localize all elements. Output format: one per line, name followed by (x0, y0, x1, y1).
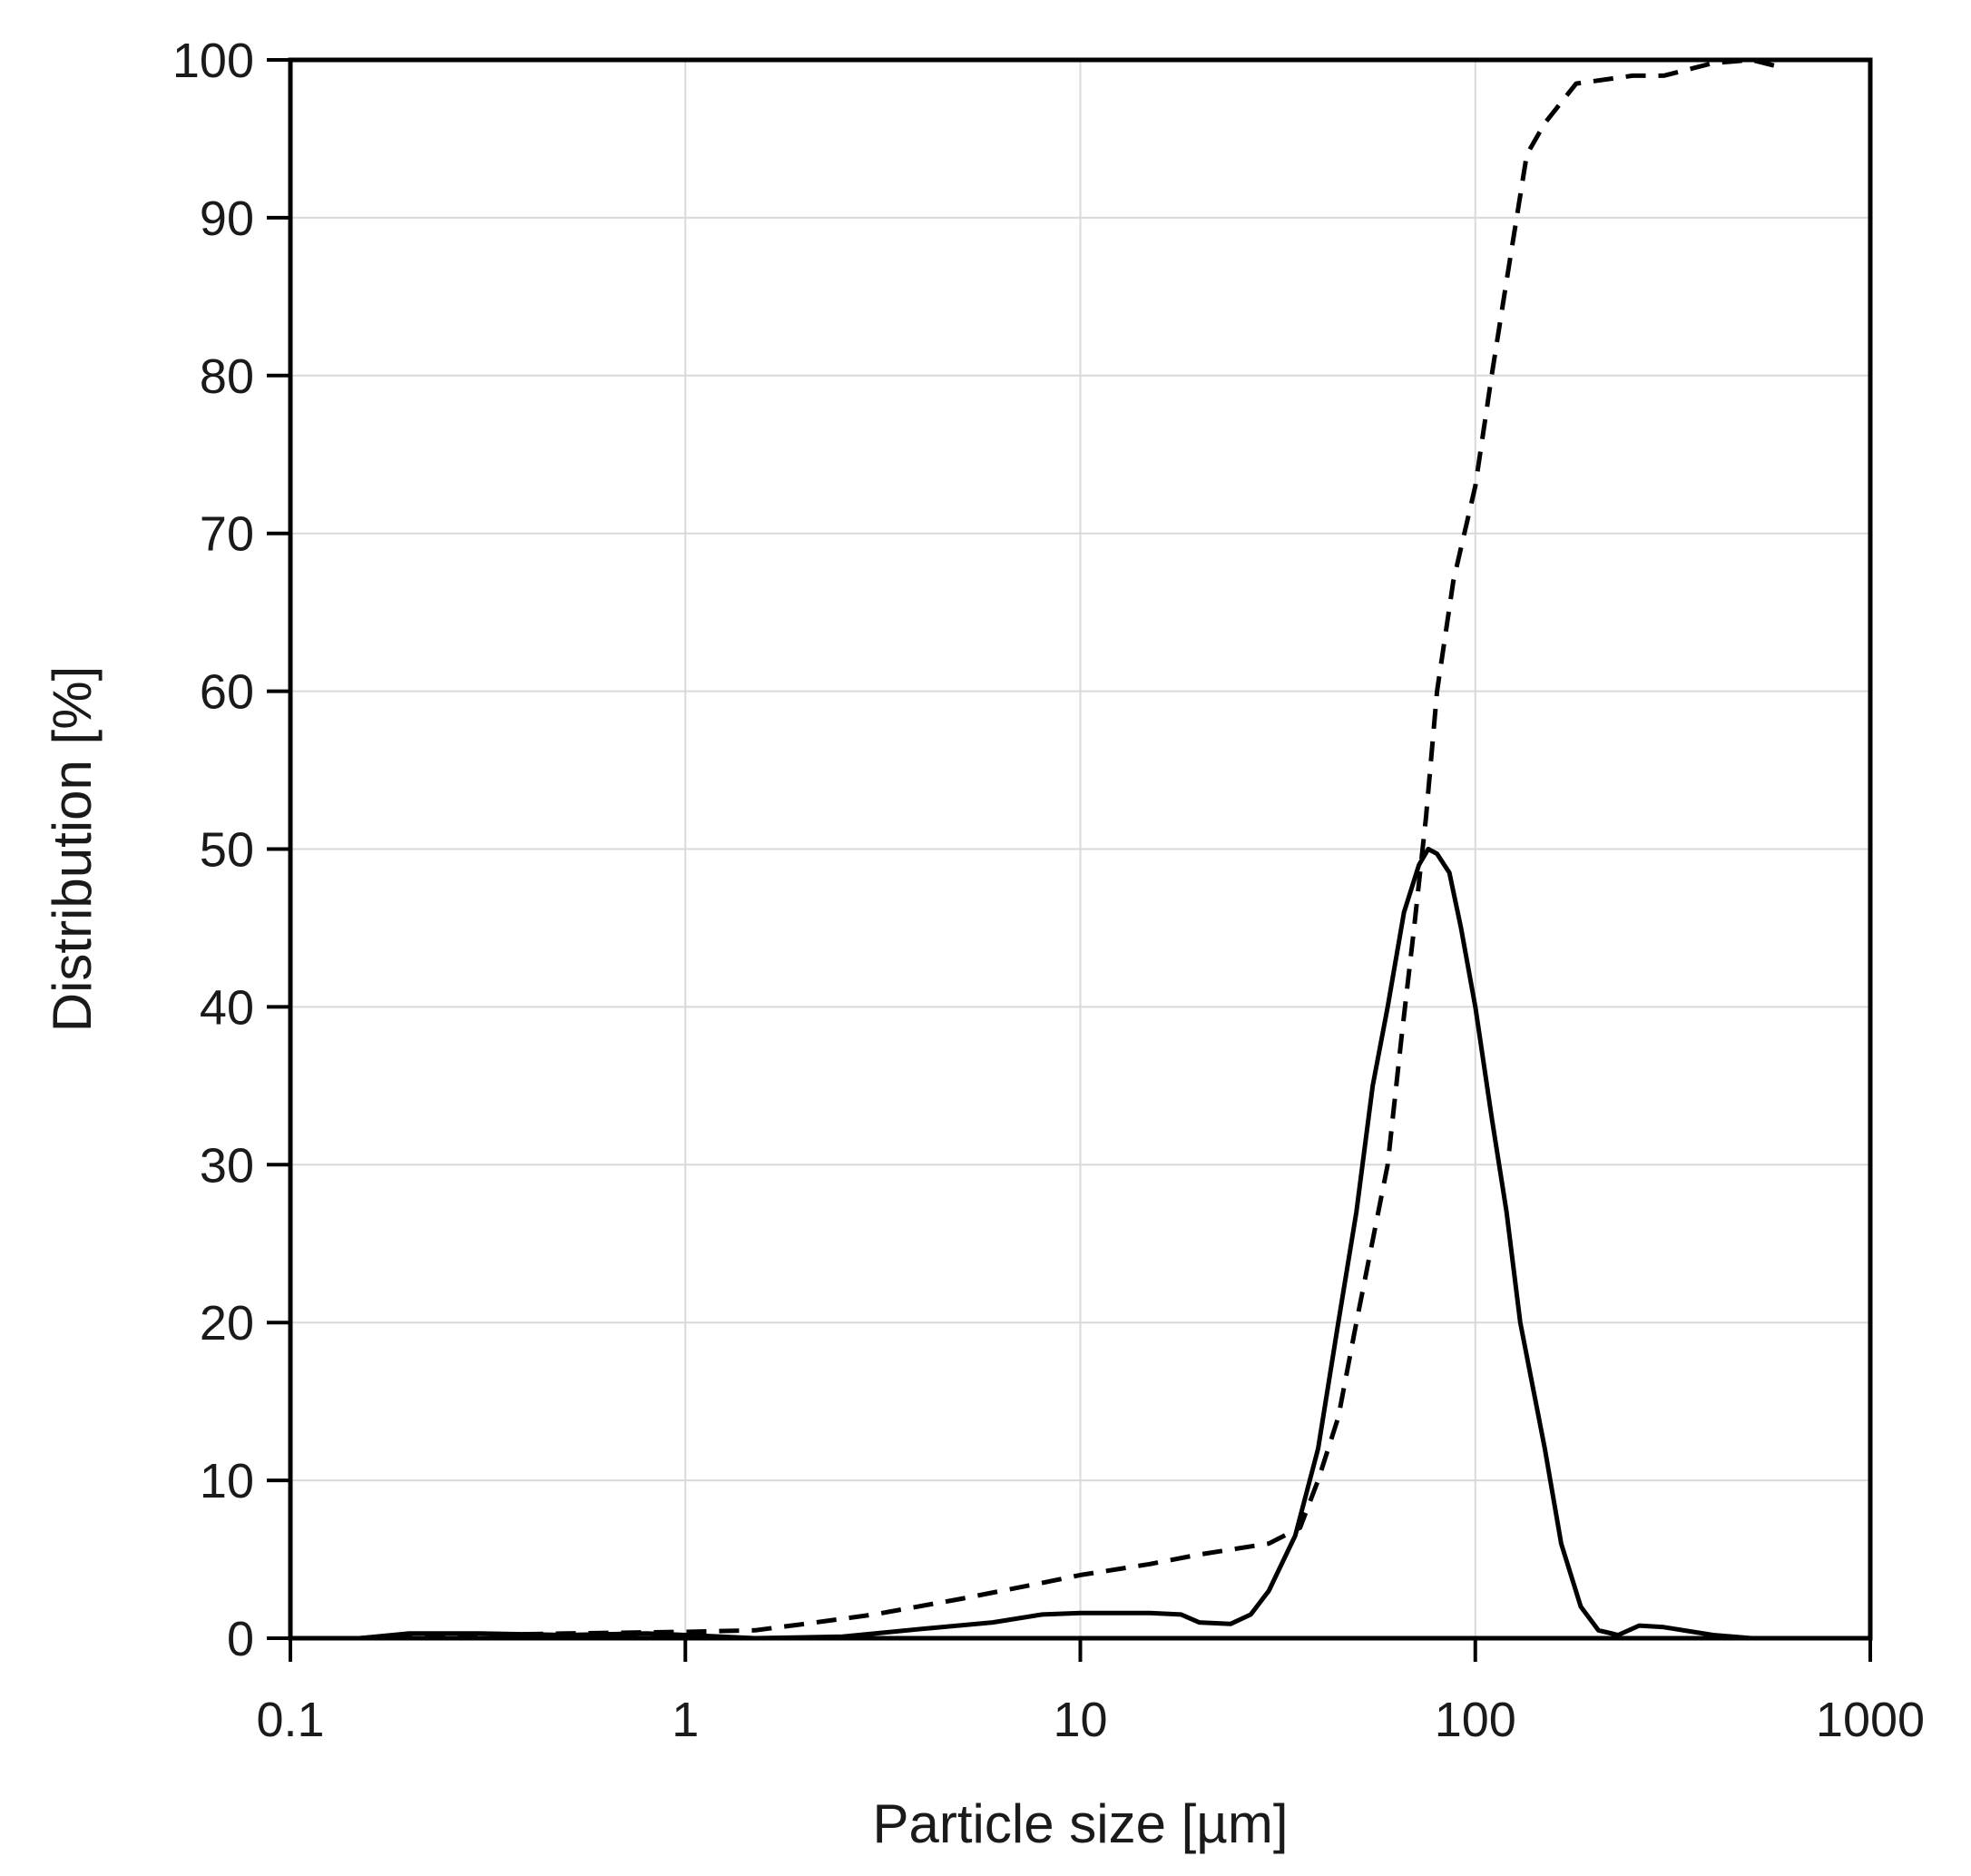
y-tick-label: 20 (200, 1296, 254, 1351)
x-tick-label: 0.1 (256, 1693, 324, 1747)
y-tick-label: 60 (200, 665, 254, 720)
y-tick-label: 10 (200, 1454, 254, 1508)
tick-labels: 0 10 20 30 40 50 60 70 80 90 100 0.1 1 10 100 1000 (172, 34, 1925, 1747)
x-tick-label: 10 (1053, 1693, 1107, 1747)
x-tick-label: 1 (672, 1693, 699, 1747)
y-tick-label: 0 (227, 1612, 254, 1666)
series-line-solid (359, 847, 1752, 1641)
y-axis-title: Distribution [%] (42, 666, 103, 1032)
y-tick-label: 90 (200, 192, 254, 246)
y-tick-label: 80 (200, 349, 254, 404)
x-tick-label: 100 (1435, 1693, 1516, 1747)
series-line-dashed (359, 57, 1778, 1641)
y-tick-label: 30 (200, 1138, 254, 1193)
y-tick-label: 50 (200, 823, 254, 878)
x-tick-label: 1000 (1816, 1693, 1925, 1747)
y-tick-label: 70 (200, 507, 254, 562)
x-axis-title: Particle size [µm] (873, 1793, 1289, 1854)
grid-lines (290, 60, 1870, 1638)
y-tick-label: 100 (172, 34, 254, 88)
y-tick-label: 40 (200, 980, 254, 1035)
tick-marks (267, 58, 1872, 1662)
